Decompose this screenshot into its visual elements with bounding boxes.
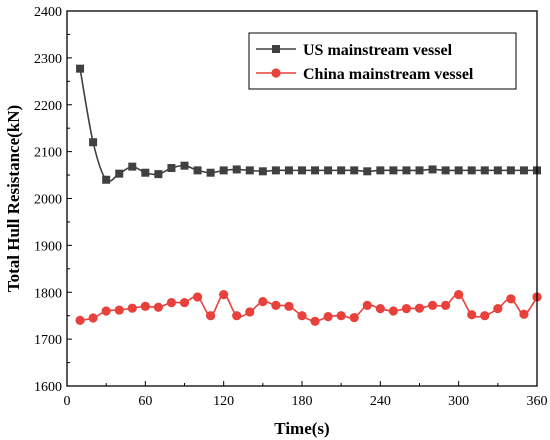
data-point [350,166,359,175]
data-point [349,312,359,323]
data-point [297,311,307,321]
data-point [336,311,346,321]
legend-box [248,32,517,90]
data-point [389,166,398,175]
data-point [179,297,190,308]
x-tick-label: 120 [213,394,234,409]
data-point [311,166,320,175]
data-point [245,166,254,175]
y-tick-label: 2100 [34,146,62,161]
data-point [480,166,489,175]
y-tick-label: 1600 [34,380,62,395]
data-point [519,166,528,175]
data-point [258,167,267,176]
legend-marker-china [271,68,281,78]
y-tick-label: 1700 [34,333,62,348]
data-point [493,304,503,314]
legend-label-china: China mainstream vessel [303,66,474,83]
data-point [206,311,216,321]
data-point [102,175,111,184]
y-tick-label: 2400 [34,5,62,20]
data-point [324,166,333,175]
data-point [193,166,202,175]
y-tick-label: 2000 [34,193,62,208]
data-point [75,315,85,325]
data-point [467,310,477,320]
data-point [114,305,124,315]
data-point [310,316,320,326]
data-point [362,300,372,310]
data-point [363,167,372,176]
x-tick-label: 180 [292,394,313,409]
series-1 [75,289,542,326]
data-point [414,303,425,313]
data-point [89,138,98,147]
y-axis-title: Total Hull Resistance(kN) [4,105,23,292]
series-layer [75,64,542,326]
data-point [76,64,85,73]
data-point [88,313,98,323]
data-point [415,166,424,175]
data-point [245,307,255,317]
x-tick-label: 240 [370,394,391,409]
data-point [271,166,280,175]
data-point [115,169,124,178]
y-tick-label: 1800 [34,286,62,301]
x-axis-title: Time(s) [274,419,329,438]
x-tick-label: 0 [64,394,71,409]
data-point [467,166,476,175]
data-point [427,300,438,310]
data-point [401,304,412,314]
data-point [128,162,137,171]
legend: US mainstream vessel China mainstream ve… [248,32,517,90]
data-point [493,166,502,175]
x-tick-label: 360 [527,394,548,409]
data-point [192,292,203,302]
data-point [375,304,385,314]
legend-label-us: US mainstream vessel [303,42,453,59]
data-point [232,165,241,174]
x-tick-label: 60 [138,394,152,409]
data-point [506,166,515,175]
ticks-layer: 0 60 120 180 240 300 360 1600 1700 1800 1900 2000 21… [34,5,548,409]
data-point [441,300,451,310]
data-point [101,306,111,316]
data-point [376,166,385,175]
data-point [480,311,490,321]
data-point [428,165,437,174]
data-point [154,170,163,179]
y-tick-label: 2200 [34,99,62,114]
data-point [506,294,516,304]
data-point [140,301,150,311]
data-point [454,166,463,175]
data-point [337,166,346,175]
data-point [141,168,150,177]
data-point [271,300,281,310]
data-point [180,161,189,170]
data-point [153,302,163,312]
data-point [402,166,411,175]
data-point [284,166,293,175]
data-point [127,303,137,313]
data-point [258,297,268,307]
data-point [441,166,450,175]
legend-marker-us [272,45,280,53]
data-point [388,306,398,316]
data-point [519,309,529,319]
data-point [167,164,176,173]
data-point [454,289,464,300]
y-tick-label: 1900 [34,239,62,254]
data-point [284,301,294,311]
data-point [298,166,306,175]
y-tick-label: 2300 [34,52,62,67]
data-point [323,312,333,322]
data-point [219,166,228,175]
data-point [166,297,177,308]
x-tick-label: 300 [448,394,469,409]
data-point [219,289,229,300]
data-point [206,168,215,177]
data-point [232,311,242,321]
